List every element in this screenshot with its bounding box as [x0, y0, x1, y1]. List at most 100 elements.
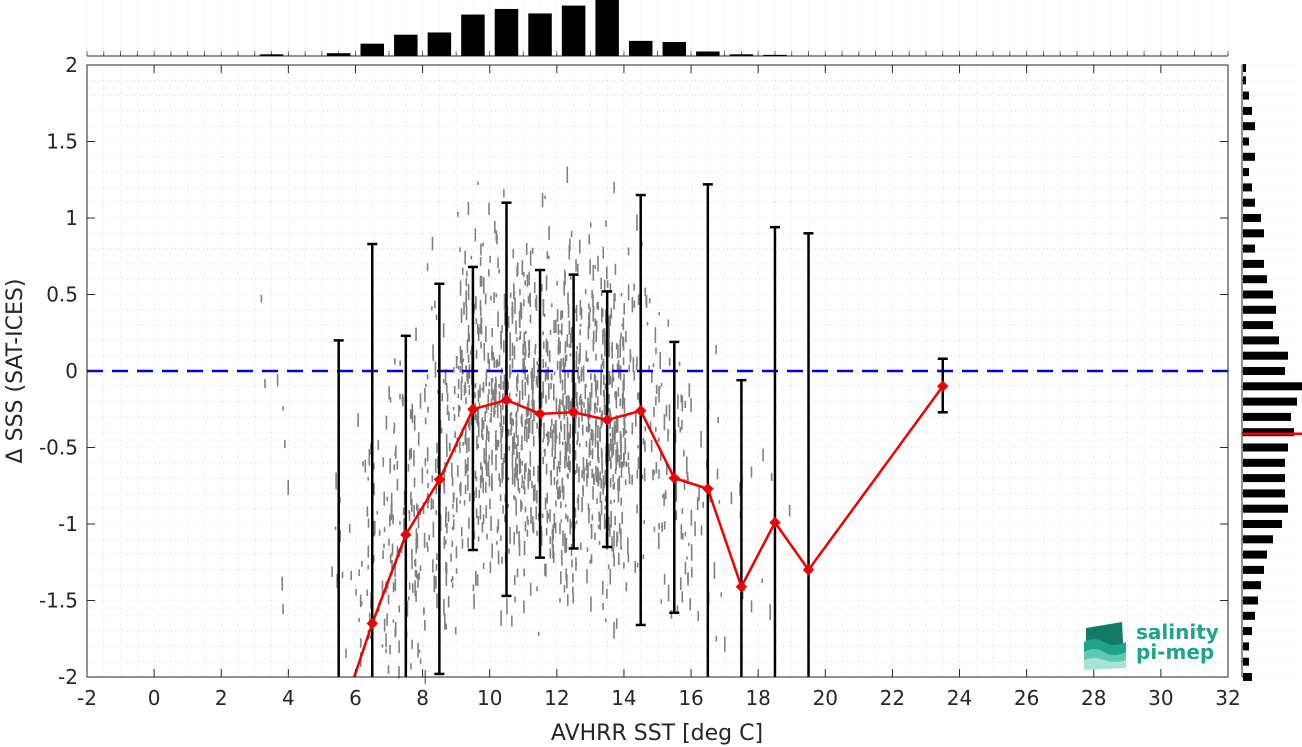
scatter-point — [514, 297, 516, 314]
scatter-point — [416, 533, 419, 549]
scatter-point — [362, 461, 364, 467]
scatter-point — [445, 513, 447, 528]
x-tick-label: 4 — [282, 686, 295, 710]
scatter-point — [518, 487, 521, 494]
scatter-point — [507, 504, 509, 508]
scatter-point — [697, 611, 700, 622]
scatter-point — [569, 423, 572, 439]
scatter-point — [393, 464, 396, 471]
scatter-point — [417, 573, 419, 588]
scatter-point — [613, 621, 615, 639]
right-hist-bar — [1243, 520, 1282, 528]
scatter-point — [460, 527, 463, 537]
scatter-point — [730, 491, 733, 505]
scatter-point — [655, 347, 657, 355]
scatter-point — [526, 529, 529, 537]
scatter-point — [684, 561, 687, 575]
scatter-point — [556, 480, 558, 490]
scatter-point — [552, 524, 554, 541]
scatter-point — [382, 457, 385, 467]
scatter-point — [481, 417, 484, 432]
right-hist-bar — [1243, 565, 1264, 574]
scatter-point — [577, 494, 580, 511]
scatter-point — [564, 547, 566, 554]
scatter-point — [681, 395, 684, 412]
scatter-point — [498, 391, 501, 406]
scatter-point — [466, 339, 469, 354]
scatter-point — [373, 462, 375, 470]
scatter-point — [449, 443, 451, 450]
scatter-point — [678, 361, 681, 366]
scatter-point — [524, 280, 526, 286]
mean-marker — [334, 718, 344, 728]
scatter-point — [487, 431, 490, 442]
scatter-point — [542, 456, 544, 464]
scatter-point — [467, 325, 470, 342]
scatter-point — [525, 462, 527, 473]
scatter-point — [690, 544, 693, 561]
scatter-point — [627, 537, 629, 555]
scatter-point — [592, 338, 595, 352]
scatter-point — [550, 375, 553, 381]
scatter-point — [637, 456, 640, 470]
scatter-point — [407, 464, 410, 472]
scatter-point — [521, 460, 524, 466]
scatter-point — [532, 485, 535, 502]
scatter-point — [514, 496, 517, 501]
scatter-point — [417, 505, 419, 515]
scatter-point — [520, 502, 523, 510]
scatter-point — [491, 449, 493, 466]
scatter-point — [498, 268, 500, 274]
scatter-point — [418, 572, 421, 580]
scatter-point — [500, 375, 502, 391]
top-histogram — [86, 0, 1229, 57]
scatter-point — [580, 367, 583, 374]
scatter-point — [474, 392, 476, 399]
scatter-point — [426, 541, 428, 547]
x-tick-label: 14 — [611, 686, 636, 710]
scatter-point — [483, 342, 486, 355]
scatter-point — [388, 538, 390, 546]
scatter-point — [437, 389, 439, 394]
scatter-point — [612, 474, 614, 483]
scatter-point — [585, 350, 588, 362]
scatter-point — [361, 560, 363, 567]
scatter-point — [561, 477, 564, 494]
scatter-point — [562, 493, 565, 501]
scatter-point — [623, 562, 625, 569]
scatter-point — [572, 593, 575, 604]
scatter-point — [576, 346, 578, 350]
scatter-point — [480, 325, 483, 335]
scatter-point — [562, 357, 565, 367]
scatter-point — [417, 642, 419, 658]
scatter-point — [466, 271, 468, 277]
scatter-point — [611, 342, 614, 359]
mean-marker — [769, 516, 781, 529]
scatter-point — [583, 467, 585, 482]
scatter-point — [700, 525, 703, 536]
scatter-point — [569, 353, 572, 357]
scatter-point — [585, 465, 588, 471]
scatter-point — [370, 598, 372, 610]
right-hist-bar — [1243, 581, 1261, 590]
scatter-point — [464, 381, 467, 390]
scatter-point — [431, 306, 433, 311]
scatter-point — [488, 388, 490, 395]
scatter-point — [426, 545, 429, 552]
scatter-point — [534, 484, 536, 501]
scatter-point — [503, 293, 506, 310]
scatter-point — [529, 582, 532, 596]
scatter-point — [475, 570, 477, 586]
scatter-point — [507, 316, 510, 328]
scatter-point — [394, 578, 397, 591]
scatter-point — [513, 432, 515, 449]
scatter-point — [566, 429, 569, 445]
scatter-point — [565, 448, 568, 462]
right-hist-bar — [1243, 183, 1252, 192]
scatter-point — [524, 382, 527, 396]
scatter-point — [402, 507, 405, 516]
scatter-point — [660, 383, 663, 387]
scatter-point — [597, 457, 600, 463]
scatter-point — [482, 420, 485, 429]
scatter-point — [515, 457, 517, 471]
